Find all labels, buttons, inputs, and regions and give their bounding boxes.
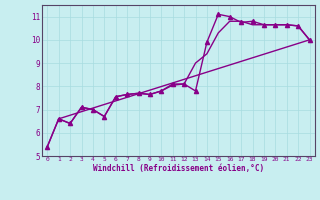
X-axis label: Windchill (Refroidissement éolien,°C): Windchill (Refroidissement éolien,°C) xyxy=(93,164,264,173)
